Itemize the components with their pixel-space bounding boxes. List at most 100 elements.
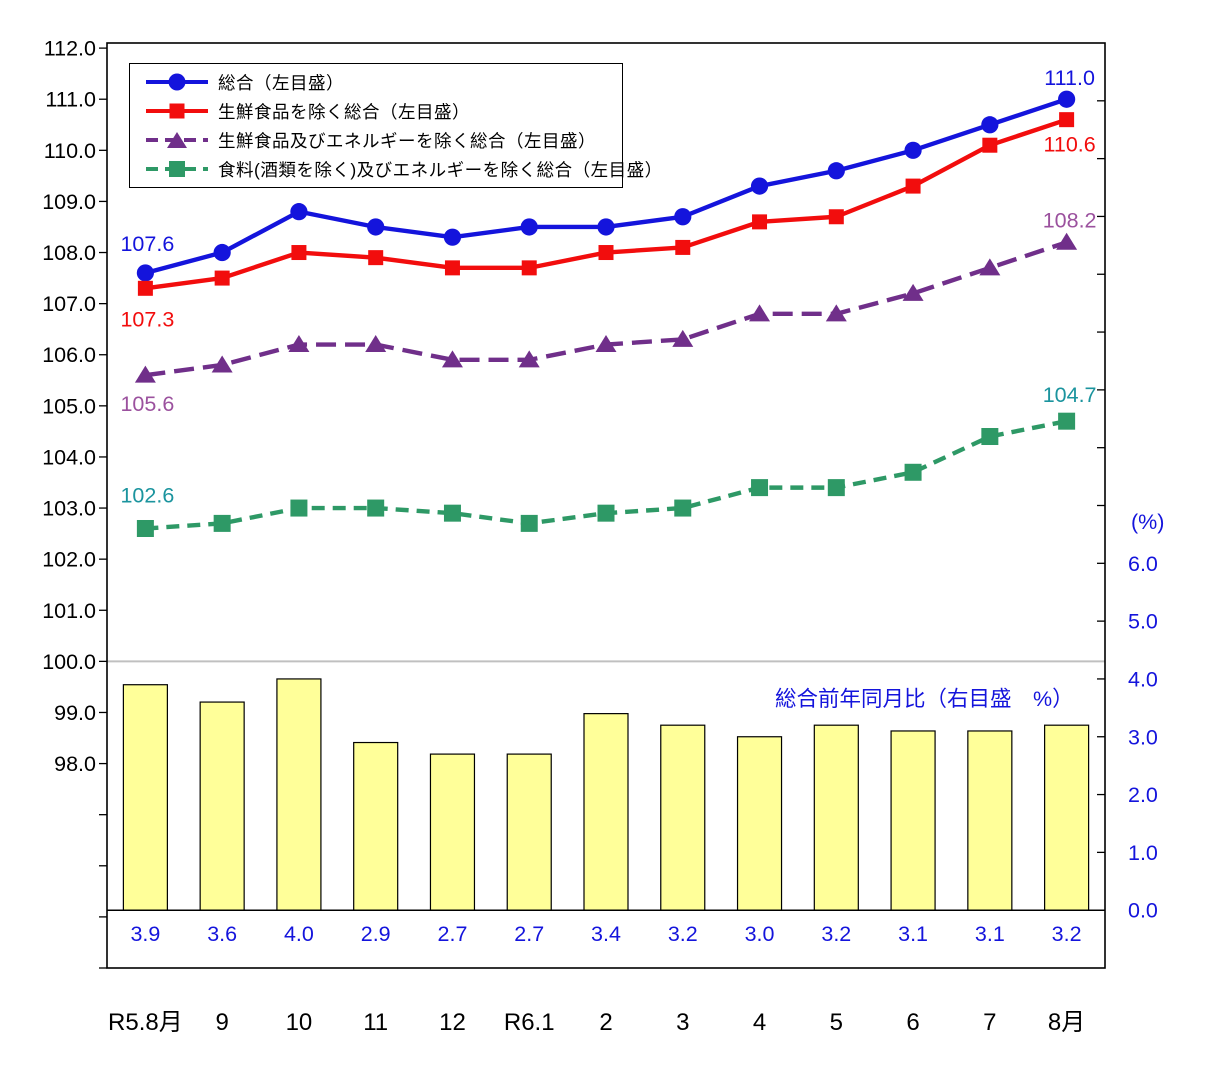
bar-value-label: 3.2	[668, 922, 698, 946]
x-axis-month-label: R5.8月	[108, 1009, 183, 1036]
bar-value-label: 3.9	[130, 922, 160, 946]
x-axis-month-label: 5	[830, 1009, 843, 1036]
x-axis-month-label: 4	[753, 1009, 766, 1036]
data-point-triangle	[825, 304, 847, 322]
data-point-circle	[674, 208, 692, 226]
legend-line-sample	[146, 132, 208, 148]
right-axis-tick-label: 0.0	[1128, 899, 1158, 923]
left-axis-tick-label: 108.0	[42, 241, 96, 265]
series-last-value-label: 110.6	[1044, 133, 1096, 157]
data-point-triangle	[288, 335, 310, 353]
data-point-square	[213, 514, 231, 532]
x-axis-month-label: 10	[286, 1009, 313, 1036]
data-point-square	[598, 245, 614, 261]
data-point-triangle	[365, 335, 387, 353]
right-axis-tick-label: 5.0	[1128, 610, 1158, 634]
data-point-square	[137, 280, 153, 296]
bar	[353, 741, 399, 911]
data-point-square	[751, 479, 769, 497]
legend-label: 総合（左目盛）	[218, 72, 344, 93]
bar	[890, 730, 936, 911]
legend-line-sample	[146, 103, 208, 119]
bar	[429, 753, 476, 911]
square-marker-icon	[169, 161, 185, 177]
series-last-value-label: 104.7	[1043, 383, 1097, 407]
left-axis-tick-label: 107.0	[42, 292, 96, 316]
left-axis-tick-label: 111.0	[45, 88, 96, 112]
data-point-square	[444, 260, 460, 276]
data-point-circle	[827, 162, 845, 180]
bar-value-label: 2.7	[514, 922, 544, 946]
data-point-circle	[367, 218, 385, 236]
x-axis-month-label: R6.1	[504, 1009, 555, 1036]
data-point-triangle	[441, 350, 463, 368]
data-point-circle	[750, 177, 769, 195]
data-point-circle	[981, 116, 999, 134]
chart-legend: 総合（左目盛） 生鮮食品を除く総合（左目盛） 生鮮食品及びエネルギーを除く総合（…	[129, 63, 662, 188]
left-axis-tick-label: 104.0	[42, 445, 96, 469]
legend-line-sample	[146, 161, 208, 177]
bar	[506, 753, 552, 911]
data-point-square	[828, 209, 844, 225]
legend-label: 生鮮食品及びエネルギーを除く総合（左目盛）	[218, 130, 596, 151]
series-first-value-label: 102.6	[120, 483, 174, 507]
right-axis-tick-label: 2.0	[1128, 783, 1158, 807]
bar-value-label: 3.1	[975, 922, 1005, 946]
series-last-value-label: 108.2	[1043, 208, 1097, 232]
data-point-triangle	[134, 365, 156, 383]
data-point-square	[752, 214, 768, 230]
legend-item-ex-fresh-food-energy: 生鮮食品及びエネルギーを除く総合（左目盛）	[146, 129, 622, 151]
bar	[583, 713, 629, 911]
series-first-value-label: 105.6	[120, 392, 174, 416]
bar-value-label: 3.0	[745, 922, 775, 946]
bar	[813, 724, 859, 911]
x-axis-month-label: 3	[676, 1009, 689, 1036]
bar-value-label: 4.0	[284, 922, 314, 946]
bar-value-label: 3.6	[207, 922, 237, 946]
legend-label: 生鮮食品を除く総合（左目盛）	[218, 101, 470, 122]
bar	[276, 678, 322, 911]
bar-value-label: 2.7	[438, 922, 468, 946]
data-point-triangle	[1056, 232, 1078, 250]
data-point-square	[674, 499, 692, 517]
data-point-square	[368, 250, 384, 266]
legend-line-sample	[146, 73, 208, 91]
data-point-square	[827, 479, 845, 497]
data-point-square	[443, 504, 461, 522]
bar-value-label: 3.4	[591, 922, 621, 946]
data-point-square	[982, 137, 998, 153]
right-axis-tick-label: 6.0	[1128, 552, 1158, 576]
data-point-triangle	[211, 355, 233, 373]
series-last-value-label: 111.0	[1044, 66, 1095, 90]
data-point-circle	[443, 228, 462, 246]
bar-value-label: 3.2	[821, 922, 851, 946]
bar-value-label: 3.2	[1052, 922, 1082, 946]
data-point-square	[136, 519, 154, 537]
x-axis-month-label: 6	[906, 1009, 919, 1036]
bar-value-label: 2.9	[361, 922, 391, 946]
series-line-2	[145, 240, 1068, 378]
data-point-circle	[136, 264, 154, 282]
bar	[199, 701, 245, 911]
right-axis-tick-label: 4.0	[1128, 667, 1158, 691]
data-point-triangle	[979, 258, 1001, 276]
data-point-square	[981, 428, 999, 446]
legend-label: 食料(酒類を除く)及びエネルギーを除く総合（左目盛）	[218, 159, 663, 180]
data-point-square	[905, 178, 921, 194]
legend-item-ex-food-energy: 食料(酒類を除く)及びエネルギーを除く総合（左目盛）	[146, 158, 662, 180]
data-point-square	[904, 463, 922, 481]
data-point-triangle	[672, 329, 694, 347]
data-point-square	[675, 239, 691, 255]
data-point-circle	[290, 203, 308, 221]
x-axis-month-label: 7	[983, 1009, 996, 1036]
bar	[736, 736, 783, 911]
data-point-circle	[520, 218, 538, 236]
data-point-circle	[213, 243, 231, 262]
x-axis-month-label: 9	[215, 1009, 228, 1036]
x-axis-month-label: 2	[599, 1009, 612, 1036]
left-axis-tick-label: 99.0	[54, 701, 96, 725]
legend-item-ex-fresh-food: 生鮮食品を除く総合（左目盛）	[146, 100, 622, 122]
legend-item-sougou: 総合（左目盛）	[146, 71, 622, 93]
right-axis-tick-label: 3.0	[1128, 725, 1158, 749]
x-axis-month-label: 11	[363, 1009, 388, 1036]
